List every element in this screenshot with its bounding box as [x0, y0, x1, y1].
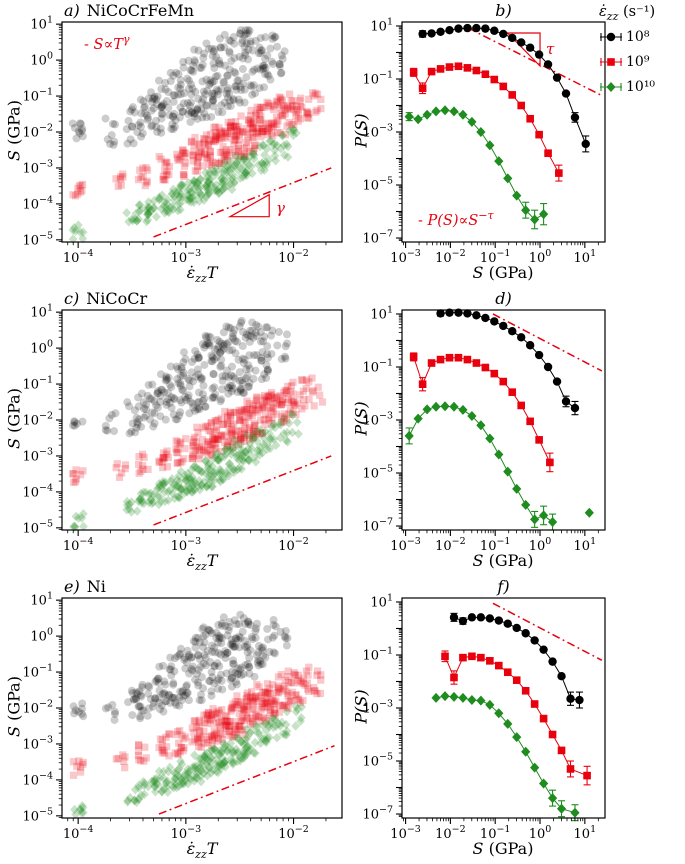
- svg-text:10−4: 10−4: [22, 482, 53, 500]
- square-marker-icon: [599, 53, 623, 71]
- panel-letter: f): [497, 577, 510, 596]
- powerlaw-annotation-b: - P(S)∝S−τ: [418, 209, 494, 229]
- svg-text:10−3: 10−3: [390, 248, 421, 266]
- svg-text:101: 101: [30, 15, 53, 33]
- svg-text:101: 101: [370, 304, 393, 322]
- svg-text:101: 101: [30, 591, 53, 609]
- panel-f-xlabel: S (GPa): [472, 839, 534, 858]
- svg-text:10−2: 10−2: [22, 123, 53, 141]
- diamond-marker-icon: [599, 78, 623, 96]
- svg-text:10−5: 10−5: [22, 518, 53, 536]
- svg-text:10−1: 10−1: [22, 375, 53, 393]
- svg-text:10−5: 10−5: [22, 230, 53, 248]
- circle-marker-icon: [599, 28, 623, 46]
- svg-text:101: 101: [574, 824, 597, 842]
- panel-e-ylabel: S (GPa): [4, 676, 24, 737]
- panel-d-xlabel: S (GPa): [472, 551, 534, 570]
- panel-letter: e): [64, 577, 80, 596]
- panel-c-title: c) NiCoCr: [64, 289, 147, 308]
- svg-text:101: 101: [30, 303, 53, 321]
- svg-text:10−3: 10−3: [22, 734, 53, 752]
- powerlaw-annotation-a: - S∝Tγ: [84, 33, 130, 53]
- panel-e-xlabel: ε̇zzT: [186, 839, 218, 862]
- svg-text:101: 101: [574, 536, 597, 554]
- panel-a-ylabel: S (GPa): [4, 100, 24, 161]
- svg-text:101: 101: [574, 248, 597, 266]
- svg-text:100: 100: [30, 339, 53, 357]
- svg-text:10−2: 10−2: [22, 411, 53, 429]
- svg-text:101: 101: [370, 592, 393, 610]
- material-name: Ni: [86, 577, 106, 596]
- svg-text:10−4: 10−4: [22, 770, 53, 788]
- svg-text:10−4: 10−4: [63, 536, 94, 554]
- svg-text:10−3: 10−3: [22, 446, 53, 464]
- material-name: NiCoCr: [86, 289, 148, 308]
- panel-c-ylabel: S (GPa): [4, 388, 24, 449]
- tau-slope-label: τ: [546, 40, 555, 58]
- panel-letter: c): [64, 289, 80, 308]
- legend-header: ε̇zz (s⁻¹): [599, 4, 656, 23]
- panel-letter: a): [64, 1, 80, 20]
- legend-item-1e9: 10⁹: [599, 50, 685, 75]
- legend-item-label: 10⁹: [626, 54, 650, 71]
- legend-item-label: 10¹⁰: [626, 79, 656, 96]
- svg-text:10−4: 10−4: [63, 824, 94, 842]
- strain-rate-legend: ε̇zz (s⁻¹) 10⁸ 10⁹ 10¹⁰: [599, 4, 685, 100]
- legend-item-1e10: 10¹⁰: [599, 75, 685, 100]
- legend-item-1e8: 10⁸: [599, 25, 685, 50]
- panel-e-title: e) Ni: [64, 577, 106, 596]
- panel-b-title: b): [446, 1, 561, 20]
- svg-text:10−3: 10−3: [22, 158, 53, 176]
- legend-item-label: 10⁸: [626, 29, 650, 46]
- material-name: NiCoCrFeMn: [86, 1, 195, 20]
- svg-text:10−4: 10−4: [63, 248, 94, 266]
- gamma-slope-label: γ: [276, 199, 285, 217]
- svg-text:101: 101: [370, 16, 393, 34]
- svg-text:10−4: 10−4: [22, 194, 53, 212]
- panel-b-xlabel: S (GPa): [472, 263, 534, 282]
- panel-b-ylabel: P(S): [351, 113, 371, 148]
- panel-letter: d): [495, 289, 512, 308]
- panel-d-title: d): [446, 289, 561, 308]
- panel-c-xlabel: ε̇zzT: [186, 551, 218, 574]
- svg-text:100: 100: [30, 627, 53, 645]
- svg-text:10−2: 10−2: [22, 699, 53, 717]
- panel-f-title: f): [446, 577, 561, 596]
- panel-d-ylabel: P(S): [351, 401, 371, 436]
- panel-a-xlabel: ε̇zzT: [186, 263, 218, 286]
- svg-text:10−3: 10−3: [390, 824, 421, 842]
- svg-text:10−3: 10−3: [390, 536, 421, 554]
- svg-text:10−5: 10−5: [22, 806, 53, 824]
- panel-a-title: a) NiCoCrFeMn: [64, 1, 194, 20]
- panel-f-ylabel: P(S): [351, 689, 371, 724]
- svg-text:100: 100: [30, 51, 53, 69]
- svg-text:10−1: 10−1: [22, 663, 53, 681]
- panel-letter: b): [495, 1, 512, 20]
- svg-text:10−1: 10−1: [22, 87, 53, 105]
